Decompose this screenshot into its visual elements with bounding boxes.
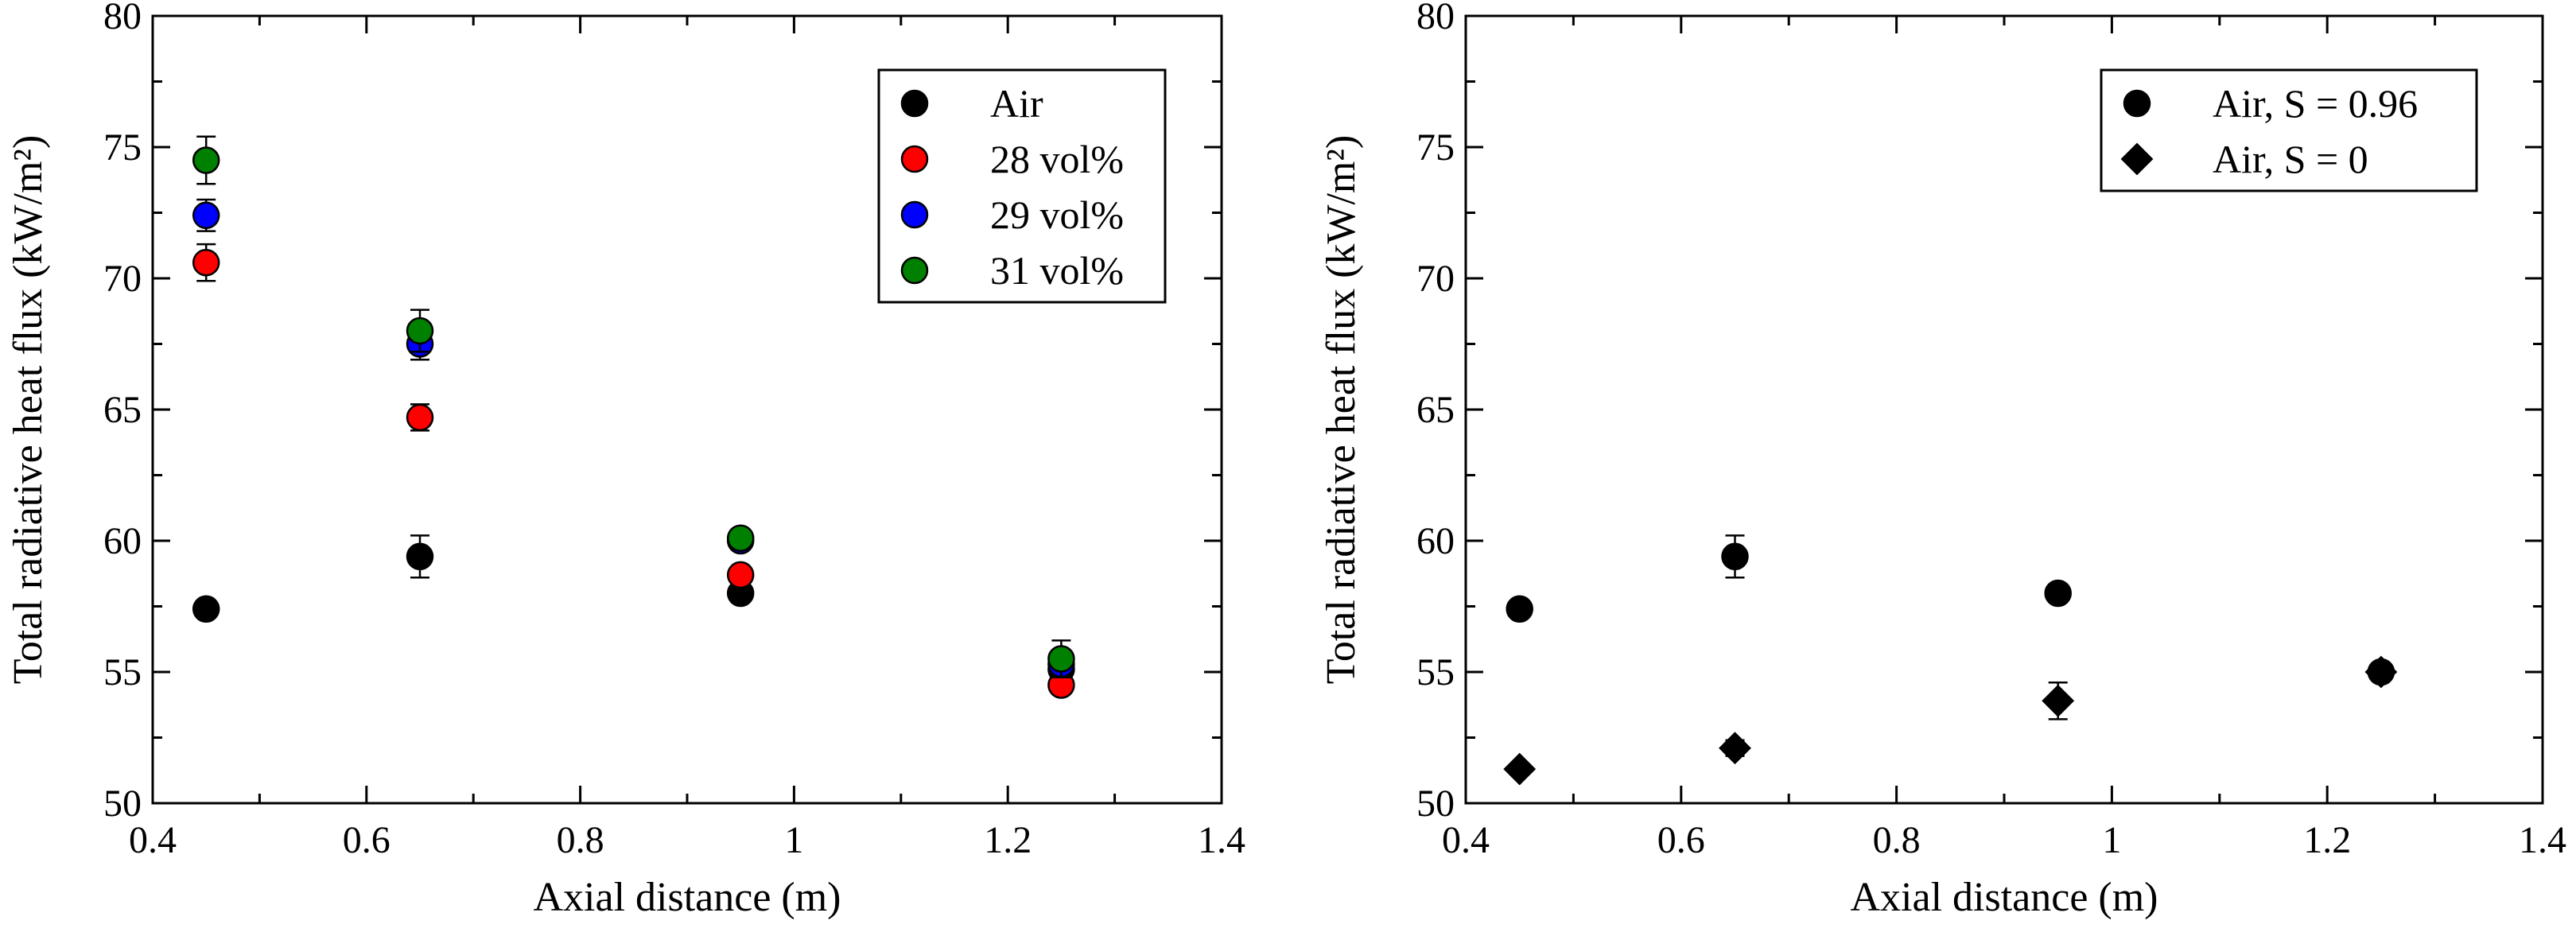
data-point [1719, 732, 1751, 765]
x-axis-title: Axial distance (m) [1851, 875, 2158, 920]
x-tick-label: 0.6 [1657, 819, 1705, 861]
x-tick-label: 1 [784, 819, 803, 861]
data-point [2044, 579, 2072, 608]
y-tick-label: 50 [103, 783, 142, 825]
legend-marker [2120, 142, 2154, 176]
legend: Air, S = 0.96 Air, S = 0 [2100, 68, 2478, 192]
y-tick-label: 75 [103, 126, 142, 169]
x-tick-label: 0.8 [557, 819, 604, 861]
legend-label: Air [990, 81, 1043, 126]
data-point [192, 146, 220, 174]
y-tick-label: 60 [103, 520, 142, 562]
legend-marker [900, 200, 929, 229]
legend-marker [2123, 89, 2151, 118]
legend-label: 31 vol% [990, 248, 1124, 293]
data-point [1721, 542, 1749, 571]
y-tick-label: 80 [1416, 0, 1455, 37]
x-tick-label: 1.2 [2303, 819, 2351, 861]
y-axis-title: Total radiative heat flux (kW/m²) [1319, 135, 1364, 685]
y-tick-label: 65 [1416, 389, 1455, 431]
x-tick-label: 0.4 [129, 819, 177, 861]
legend-label: Air, S = 0 [2213, 137, 2368, 181]
y-axis-title: Total radiative heat flux (kW/m²) [6, 135, 51, 685]
x-tick-label: 1.4 [2519, 819, 2566, 861]
data-point [406, 542, 434, 571]
chart-right-panel: 0.4 0.6 0.8 1 1.2 1.4 50 55 60 65 70 75 80 Axial dist… [1319, 0, 2566, 920]
y-tick-label: 70 [1416, 258, 1455, 300]
y-tick-label: 65 [103, 389, 142, 431]
data-point [2364, 655, 2398, 689]
data-point [406, 403, 434, 432]
x-tick-label: 1 [2102, 819, 2121, 861]
legend-marker [900, 256, 929, 285]
y-tick-label: 75 [1416, 126, 1455, 169]
legend: Air 28 vol% 29 vol% 31 vol% [877, 68, 1167, 304]
y-tick-label: 50 [1416, 783, 1455, 825]
x-tick-label: 0.8 [1873, 819, 1921, 861]
y-tick-label: 60 [1416, 520, 1455, 562]
series-air-s-0 [1503, 655, 2398, 786]
x-tick-label: 1.4 [1198, 819, 1245, 861]
data-point [1503, 752, 1537, 786]
y-tick-label: 55 [1416, 651, 1455, 693]
x-tick-label: 0.6 [343, 819, 390, 861]
data-point [1506, 595, 1533, 623]
data-point [192, 201, 220, 230]
x-tick-label: 0.4 [1442, 819, 1490, 861]
y-tick-label: 55 [103, 651, 142, 693]
data-point [726, 561, 755, 589]
legend-box [2100, 68, 2478, 192]
legend-marker [900, 145, 929, 173]
data-point [726, 524, 755, 552]
x-tick-label: 1.2 [984, 819, 1032, 861]
x-axis-title: Axial distance (m) [534, 875, 841, 920]
chart-left-panel: 0.4 0.6 0.8 1 1.2 1.4 50 55 60 65 70 75 80 Axial dist… [6, 0, 1245, 920]
data-point [1047, 645, 1075, 673]
data-point [192, 595, 220, 623]
legend-label: 28 vol% [990, 137, 1124, 181]
legend-label: 29 vol% [990, 192, 1124, 237]
data-point [406, 317, 434, 345]
series-31-vol- [192, 135, 1075, 678]
y-tick-label: 70 [103, 258, 142, 300]
data-point [2042, 684, 2075, 717]
legend-label: Air, S = 0.96 [2213, 81, 2418, 126]
legend-marker [900, 89, 929, 118]
y-tick-label: 80 [103, 0, 142, 37]
data-point [192, 248, 220, 277]
